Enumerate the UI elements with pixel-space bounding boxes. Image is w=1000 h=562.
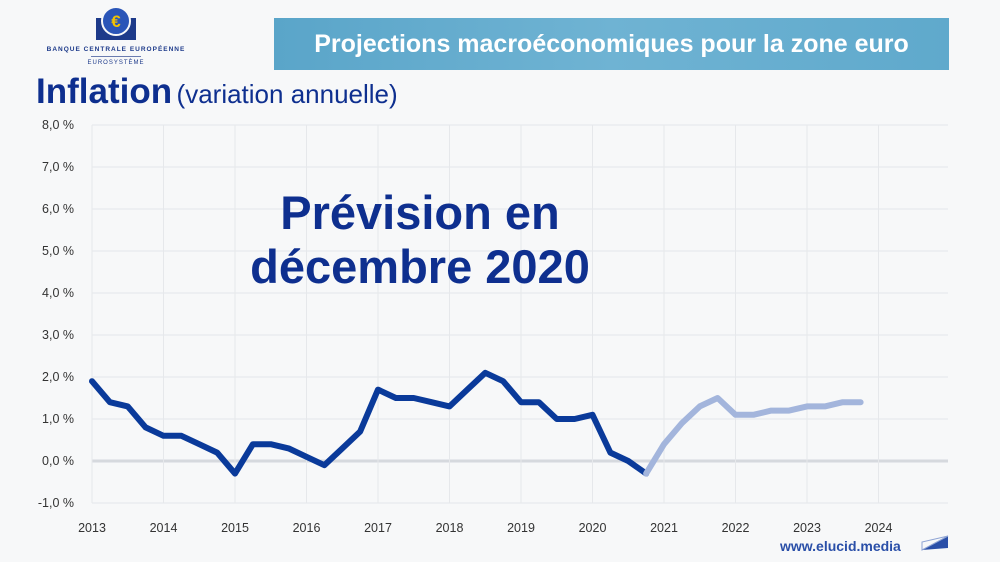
x-tick-label: 2020: [579, 521, 607, 535]
ecb-emblem-icon: €: [96, 6, 136, 40]
eurosystem-label: EUROSYSTÈME: [87, 60, 145, 66]
x-tick-label: 2013: [78, 521, 106, 535]
y-tick-label: 7,0 %: [42, 160, 74, 174]
forecast-overlay: Prévision en décembre 2020: [200, 186, 640, 294]
heading-sub: (variation annuelle): [176, 79, 398, 109]
y-tick-label: 5,0 %: [42, 244, 74, 258]
x-tick-label: 2019: [507, 521, 535, 535]
ecb-logo: € BANQUE CENTRALE EUROPÉENNE EUROSYSTÈME: [36, 6, 196, 66]
x-tick-label: 2018: [436, 521, 464, 535]
x-tick-label: 2016: [293, 521, 321, 535]
heading-main: Inflation: [36, 72, 173, 111]
overlay-line-1: Prévision en: [280, 186, 560, 239]
y-tick-label: 2,0 %: [42, 370, 74, 384]
y-tick-label: 1,0 %: [42, 412, 74, 426]
bank-name: BANQUE CENTRALE EUROPÉENNE: [46, 46, 186, 53]
y-tick-label: 4,0 %: [42, 286, 74, 300]
x-tick-label: 2015: [221, 521, 249, 535]
series-line-historique: [89, 369, 650, 477]
elucid-logo-icon: [921, 535, 949, 551]
x-tick-label: 2024: [865, 521, 893, 535]
overlay-line-2: décembre 2020: [250, 240, 590, 293]
chart-heading: Inflation (variation annuelle): [36, 72, 398, 112]
x-tick-label: 2022: [722, 521, 750, 535]
y-tick-label: 8,0 %: [42, 118, 74, 132]
x-tick-label: 2017: [364, 521, 392, 535]
x-tick-label: 2014: [150, 521, 178, 535]
y-tick-label: 6,0 %: [42, 202, 74, 216]
x-tick-label: 2023: [793, 521, 821, 535]
svg-text:€: €: [111, 12, 121, 31]
x-tick-label: 2021: [650, 521, 678, 535]
credit-link[interactable]: www.elucid.media: [780, 538, 901, 554]
y-tick-label: 0,0 %: [42, 454, 74, 468]
title-banner: Projections macroéconomiques pour la zon…: [274, 18, 949, 70]
y-tick-label: -1,0 %: [38, 496, 74, 510]
y-tick-label: 3,0 %: [42, 328, 74, 342]
